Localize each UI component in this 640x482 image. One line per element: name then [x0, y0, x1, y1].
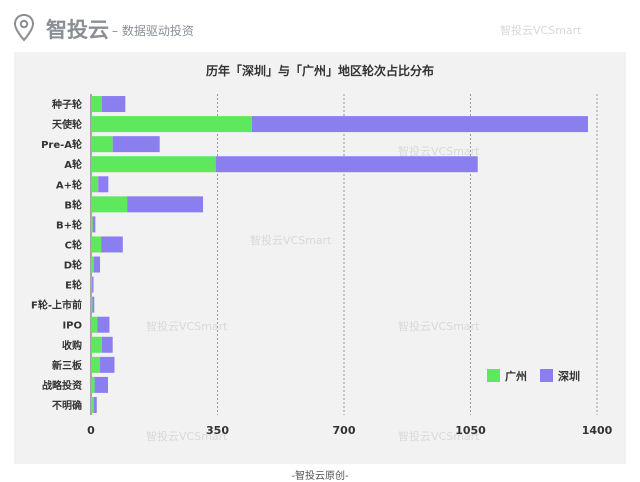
header: 智投云 – 数据驱动投资 智投云VCSmart	[0, 0, 640, 52]
category-label: 收购	[62, 339, 82, 352]
category-label: 新三板	[52, 359, 83, 372]
bar-广州	[91, 196, 128, 213]
watermark-top: 智投云VCSmart	[500, 24, 582, 37]
category-label: B+轮	[56, 218, 82, 231]
x-tick-label: 0	[87, 424, 95, 437]
bar-广州	[91, 276, 93, 293]
category-label: Pre-A轮	[41, 138, 82, 151]
bar-深圳	[112, 136, 160, 153]
category-label: F轮-上市前	[31, 299, 82, 312]
category-label: A+轮	[56, 178, 82, 191]
bar-深圳	[101, 96, 126, 113]
bar-深圳	[215, 156, 478, 173]
bar-广州	[91, 296, 93, 313]
bar-深圳	[97, 316, 110, 333]
bar-广州	[91, 256, 94, 273]
bar-广州	[91, 356, 101, 373]
bar-广州	[91, 336, 102, 353]
bar-广州	[91, 116, 252, 133]
legend-label: 深圳	[558, 369, 580, 383]
category-label: D轮	[64, 259, 82, 272]
category-label: 天使轮	[52, 118, 82, 131]
watermark-text: 智投云VCSmart	[250, 233, 332, 247]
bar-深圳	[101, 236, 123, 253]
watermark-text: 智投云VCSmart	[146, 319, 228, 333]
location-pin-icon	[14, 14, 34, 42]
category-label: 种子轮	[51, 98, 82, 111]
bar-广州	[91, 216, 93, 233]
chart-title: 历年「深圳」与「广州」地区轮次占比分布	[205, 64, 434, 78]
x-tick-label: 350	[206, 424, 229, 437]
bar-深圳	[93, 256, 101, 273]
bar-广州	[91, 136, 113, 153]
category-label: 战略投资	[42, 379, 82, 392]
bar-广州	[91, 96, 102, 113]
bar-深圳	[101, 336, 113, 353]
bar-深圳	[93, 396, 97, 413]
bar-广州	[91, 396, 94, 413]
bar-深圳	[92, 276, 94, 293]
category-label: IPO	[62, 321, 82, 332]
watermark-text: 智投云VCSmart	[398, 429, 480, 443]
footer-credit: -智投云原创-	[291, 471, 349, 482]
watermark-text: 智投云VCSmart	[398, 319, 480, 333]
x-tick-label: 1400	[582, 424, 613, 437]
legend-swatch	[487, 369, 500, 382]
x-tick-label: 1050	[455, 424, 486, 437]
category-label: A轮	[64, 158, 82, 171]
bar-深圳	[127, 196, 204, 213]
watermark-text: 智投云VCSmart	[146, 429, 228, 443]
legend-label: 广州	[505, 369, 527, 383]
bar-深圳	[251, 116, 588, 133]
legend-swatch	[540, 369, 553, 382]
bar-广州	[91, 316, 98, 333]
bar-深圳	[100, 356, 115, 373]
bar-深圳	[98, 176, 109, 193]
bar-广州	[91, 236, 102, 253]
x-tick-label: 700	[333, 424, 356, 437]
bar-深圳	[94, 376, 108, 393]
bar-广州	[91, 376, 95, 393]
bar-深圳	[92, 216, 96, 233]
category-label: 不明确	[52, 399, 82, 412]
category-label: E轮	[65, 279, 82, 292]
brand-tagline: – 数据驱动投资	[112, 24, 194, 38]
category-label: C轮	[65, 238, 82, 251]
brand-logo-text: 智投云	[46, 18, 109, 42]
bar-深圳	[92, 296, 95, 313]
bar-广州	[91, 176, 99, 193]
watermark-text: 智投云VCSmart	[398, 144, 480, 158]
category-label: B轮	[64, 198, 82, 211]
bar-广州	[91, 156, 216, 173]
